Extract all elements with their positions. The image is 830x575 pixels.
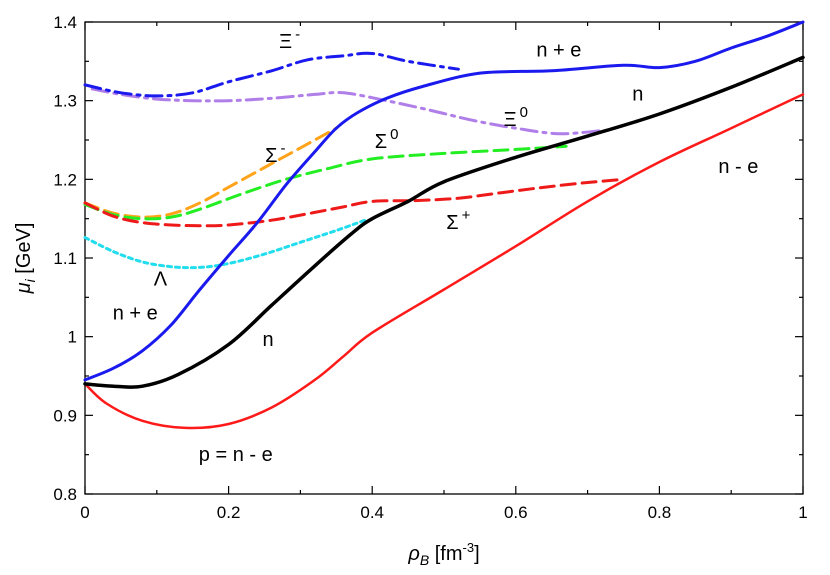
y-tick-label: 1 xyxy=(68,328,77,347)
y-tick-label: 1.3 xyxy=(53,92,77,111)
annotation-lambda: Λ xyxy=(154,269,168,291)
y-tick-label: 0.9 xyxy=(53,406,77,425)
series-line- xyxy=(83,218,367,270)
series-line- xyxy=(83,177,625,228)
x-tick-label: 0.8 xyxy=(648,503,672,522)
x-tick-label: 0 xyxy=(80,503,89,522)
series-line-n-e-xi xyxy=(83,20,805,382)
x-tick-label: 0.6 xyxy=(504,503,528,522)
annotation-p-eq: p = n - e xyxy=(199,444,273,466)
axis-ticks: 0 0.2 0.4 0.6 0.8 1 0.8 0.9 1 1.1 1.2 1.3 1.4 xyxy=(53,13,807,522)
y-tick-label: 1.1 xyxy=(53,249,77,268)
annotation-mid-n: n xyxy=(263,329,274,351)
x-tick-label: 0.4 xyxy=(360,503,384,522)
x-axis-title: ρB [fm-3] xyxy=(407,540,479,568)
annotation-top-n: n xyxy=(632,84,643,106)
series-line-n-e-proton xyxy=(83,93,805,430)
y-tick-label: 0.8 xyxy=(53,485,77,504)
data-series xyxy=(83,20,805,430)
series-line-0 xyxy=(83,144,568,221)
annotation-top-n-plus-e: n + e xyxy=(536,40,581,62)
series-line-n-neutron xyxy=(83,55,805,389)
curve-annotations: Ξ -n + e Ξ 0 n Σ - Σ 0 n - e Σ + Λn + e n p = n - e xyxy=(113,26,759,466)
y-axis-title: μi [GeV] xyxy=(13,223,38,295)
annotation-sigma-minus: Σ- xyxy=(265,140,285,167)
y-tick-label: 1.4 xyxy=(53,13,77,32)
x-tick-label: 1 xyxy=(798,503,807,522)
annotation-xi-minus: Ξ- xyxy=(279,26,300,53)
annotation-left-n-plus-e: n + e xyxy=(113,302,158,324)
series-line- xyxy=(83,126,338,219)
y-tick-label: 1.2 xyxy=(53,170,77,189)
x-tick-label: 0.2 xyxy=(217,503,241,522)
series-line-0 xyxy=(90,87,604,136)
series-line-branch xyxy=(83,51,460,98)
annotation-n-minus-e: n - e xyxy=(718,156,758,178)
annotation-sigma-plus: Σ + xyxy=(446,207,470,234)
